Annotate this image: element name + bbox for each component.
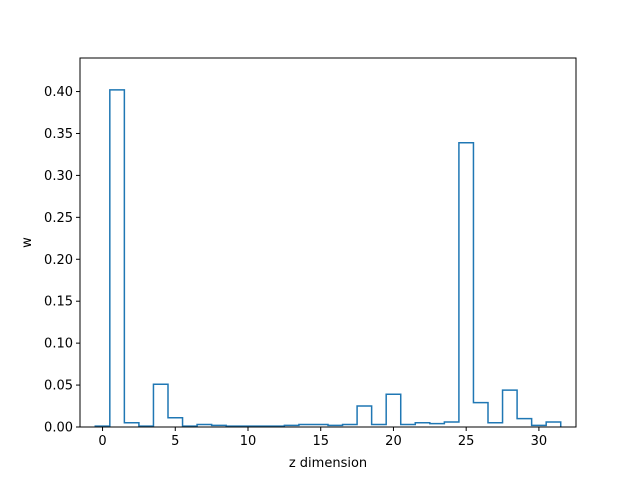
y-tick-label: 0.20	[44, 253, 73, 268]
y-tick-label: 0.25	[44, 211, 73, 226]
histogram-bin	[546, 422, 561, 427]
axes-frame	[79, 57, 577, 428]
y-tick-label: 0.40	[44, 85, 73, 100]
y-axis-label: w	[20, 237, 35, 248]
x-axis-label: z dimension	[289, 456, 367, 471]
x-tick-label: 15	[312, 434, 329, 449]
y-tick-label: 0.15	[44, 295, 73, 310]
histogram-bin	[168, 418, 183, 427]
x-tick-label: 0	[98, 434, 106, 449]
y-tick-label: 0.10	[44, 337, 73, 352]
x-axis-ticks: 0 5 10 15 20 25 30	[98, 427, 547, 449]
histogram-bin	[517, 419, 532, 427]
histogram-bin	[357, 406, 372, 427]
x-tick-label: 25	[458, 434, 475, 449]
step-outline	[94, 89, 562, 427]
x-tick-label: 30	[531, 434, 548, 449]
histogram-bin	[153, 384, 168, 427]
y-tick-label: 0.05	[44, 379, 73, 394]
x-tick-label: 10	[240, 434, 257, 449]
x-tick-label: 20	[385, 434, 402, 449]
plot-area	[80, 58, 576, 427]
y-tick-label: 0.00	[44, 421, 73, 436]
histogram-bin	[386, 394, 401, 427]
histogram-bin	[473, 403, 488, 427]
histogram-bin	[503, 390, 518, 427]
x-tick-label: 5	[171, 434, 179, 449]
y-tick-label: 0.35	[44, 127, 73, 142]
y-axis-ticks: 0.00 0.05 0.10 0.15 0.20 0.25 0.30 0.35 0.40	[44, 85, 80, 436]
histogram-bin	[110, 90, 125, 427]
histogram-bin	[444, 422, 459, 427]
y-tick-label: 0.30	[44, 169, 73, 184]
histogram-bin	[459, 143, 474, 427]
